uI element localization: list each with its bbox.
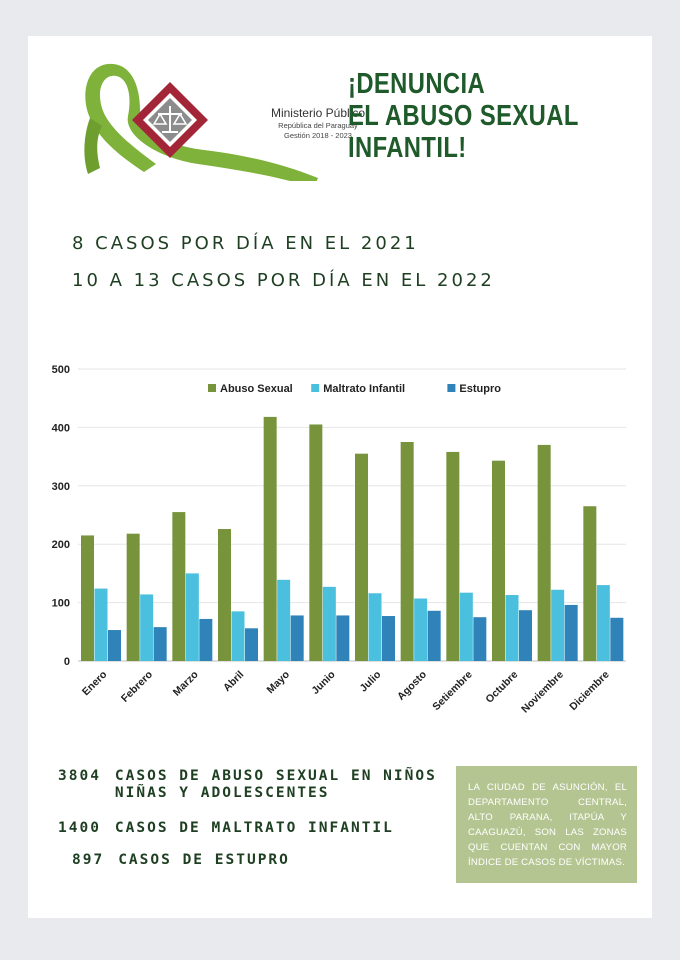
total-abuso-number: 3804 [58, 768, 101, 784]
bar-maltrato-infantil-octubre [505, 595, 519, 661]
x-tick-label: Noviembre [519, 669, 566, 716]
bar-abuso-sexual-diciembre [583, 506, 597, 661]
bar-abuso-sexual-julio [355, 453, 368, 661]
x-tick-label: Marzo [171, 669, 201, 699]
bar-estupro-enero [108, 630, 121, 661]
bar-maltrato-infantil-mayo [277, 579, 291, 661]
total-abuso-sexual: 3804 CASOS DE ABUSO SEXUAL EN NIÑOS NIÑAS… [58, 768, 445, 802]
y-tick-label: 200 [52, 539, 70, 551]
x-tick-label: Enero [80, 669, 110, 699]
bar-abuso-sexual-abril [218, 529, 231, 661]
total-maltrato-infantil: 1400 CASOS DE MALTRATO INFANTIL [58, 820, 394, 836]
bar-maltrato-infantil-abril [231, 611, 245, 661]
bar-maltrato-infantil-agosto [414, 598, 428, 661]
bar-maltrato-infantil-setiembre [459, 592, 473, 661]
bar-maltrato-infantil-marzo [185, 573, 199, 661]
bar-estupro-marzo [199, 618, 213, 661]
bar-maltrato-infantil-enero [94, 588, 108, 661]
total-estupro-text: CASOS DE ESTUPRO [118, 852, 290, 868]
slogan-heading: ¡DENUNCIA EL ABUSO SEXUAL INFANTIL! [348, 68, 579, 164]
slogan-line-3: INFANTIL! [348, 132, 467, 164]
y-tick-label: 500 [52, 364, 70, 376]
logo-subtitle-country: República del Paraguay [278, 121, 358, 130]
bar-estupro-junio [336, 615, 350, 661]
total-maltrato-number: 1400 [58, 820, 101, 836]
bar-estupro-abril [245, 628, 258, 661]
y-tick-label: 0 [64, 656, 70, 668]
bar-abuso-sexual-marzo [172, 512, 186, 661]
bar-estupro-diciembre [610, 617, 624, 661]
bar-maltrato-infantil-diciembre [596, 585, 610, 661]
bar-estupro-febrero [153, 627, 167, 661]
bar-maltrato-infantil-febrero [140, 594, 154, 661]
slogan-line-1: ¡DENUNCIA [348, 68, 486, 100]
bar-estupro-mayo [290, 615, 304, 661]
ministerio-logo: Ministerio Público República del Paragua… [78, 56, 365, 181]
slogan-line-2: EL ABUSO SEXUAL [348, 100, 579, 132]
bar-estupro-noviembre [564, 604, 578, 661]
bar-estupro-setiembre [473, 617, 487, 661]
stat-2021: 8 CASOS POR DÍA EN EL 2021 [72, 233, 419, 254]
bar-abuso-sexual-mayo [263, 416, 277, 661]
legend-swatch-1 [208, 384, 216, 392]
bar-estupro-octubre [519, 610, 532, 661]
bar-maltrato-infantil-noviembre [551, 589, 565, 661]
x-tick-label: Junio [309, 669, 337, 697]
legend-label-3: Estupro [459, 383, 501, 395]
legend-swatch-3 [447, 384, 456, 392]
x-tick-label: Agosto [395, 669, 429, 703]
bar-abuso-sexual-noviembre [537, 444, 551, 661]
bar-abuso-sexual-febrero [126, 533, 140, 661]
x-tick-label: Octubre [483, 669, 520, 706]
total-maltrato-text: CASOS DE MALTRATO INFANTIL [114, 820, 394, 836]
y-tick-label: 400 [52, 422, 70, 434]
bar-abuso-sexual-junio [309, 424, 323, 661]
bar-abuso-sexual-octubre [492, 460, 505, 661]
bar-estupro-julio [382, 616, 395, 661]
x-tick-label: Febrero [119, 669, 155, 705]
zones-note-box: LA CIUDAD DE ASUNCIÓN, EL DEPARTAMENTO C… [456, 766, 637, 883]
legend-swatch-2 [311, 384, 320, 392]
bar-abuso-sexual-setiembre [446, 451, 460, 661]
total-abuso-text: CASOS DE ABUSO SEXUAL EN NIÑOS NIÑAS Y A… [114, 768, 437, 801]
x-tick-label: Setiembre [430, 669, 475, 714]
bar-estupro-agosto [427, 610, 441, 661]
logo-title: Ministerio Público [270, 106, 366, 120]
total-estupro-number: 897 [72, 852, 105, 868]
ribbon-seal-logo [84, 63, 318, 181]
bar-abuso-sexual-agosto [400, 442, 414, 661]
stat-2022: 10 A 13 CASOS POR DÍA EN EL 2022 [72, 270, 495, 291]
total-estupro: 897 CASOS DE ESTUPRO [72, 852, 290, 868]
legend-label-2: Maltrato Infantil [323, 383, 405, 395]
x-tick-label: Mayo [265, 669, 292, 696]
x-tick-label: Abril [221, 669, 246, 694]
infographic-card: Ministerio Público República del Paragua… [28, 36, 652, 918]
y-tick-label: 300 [52, 481, 70, 493]
bar-maltrato-infantil-julio [368, 593, 382, 661]
bar-abuso-sexual-enero [81, 535, 94, 661]
legend-label-1: Abuso Sexual [220, 383, 293, 395]
x-tick-label: Julio [358, 669, 384, 695]
y-tick-label: 100 [52, 598, 70, 610]
bar-maltrato-infantil-junio [322, 586, 336, 661]
logo-subtitle-term: Gestión 2018 - 2023 [284, 131, 352, 140]
x-tick-label: Diciembre [567, 669, 612, 714]
monthly-cases-bar-chart: 0 100 200 300 400 500 Enero Febrero Marzo Abril Ma… [52, 364, 626, 716]
